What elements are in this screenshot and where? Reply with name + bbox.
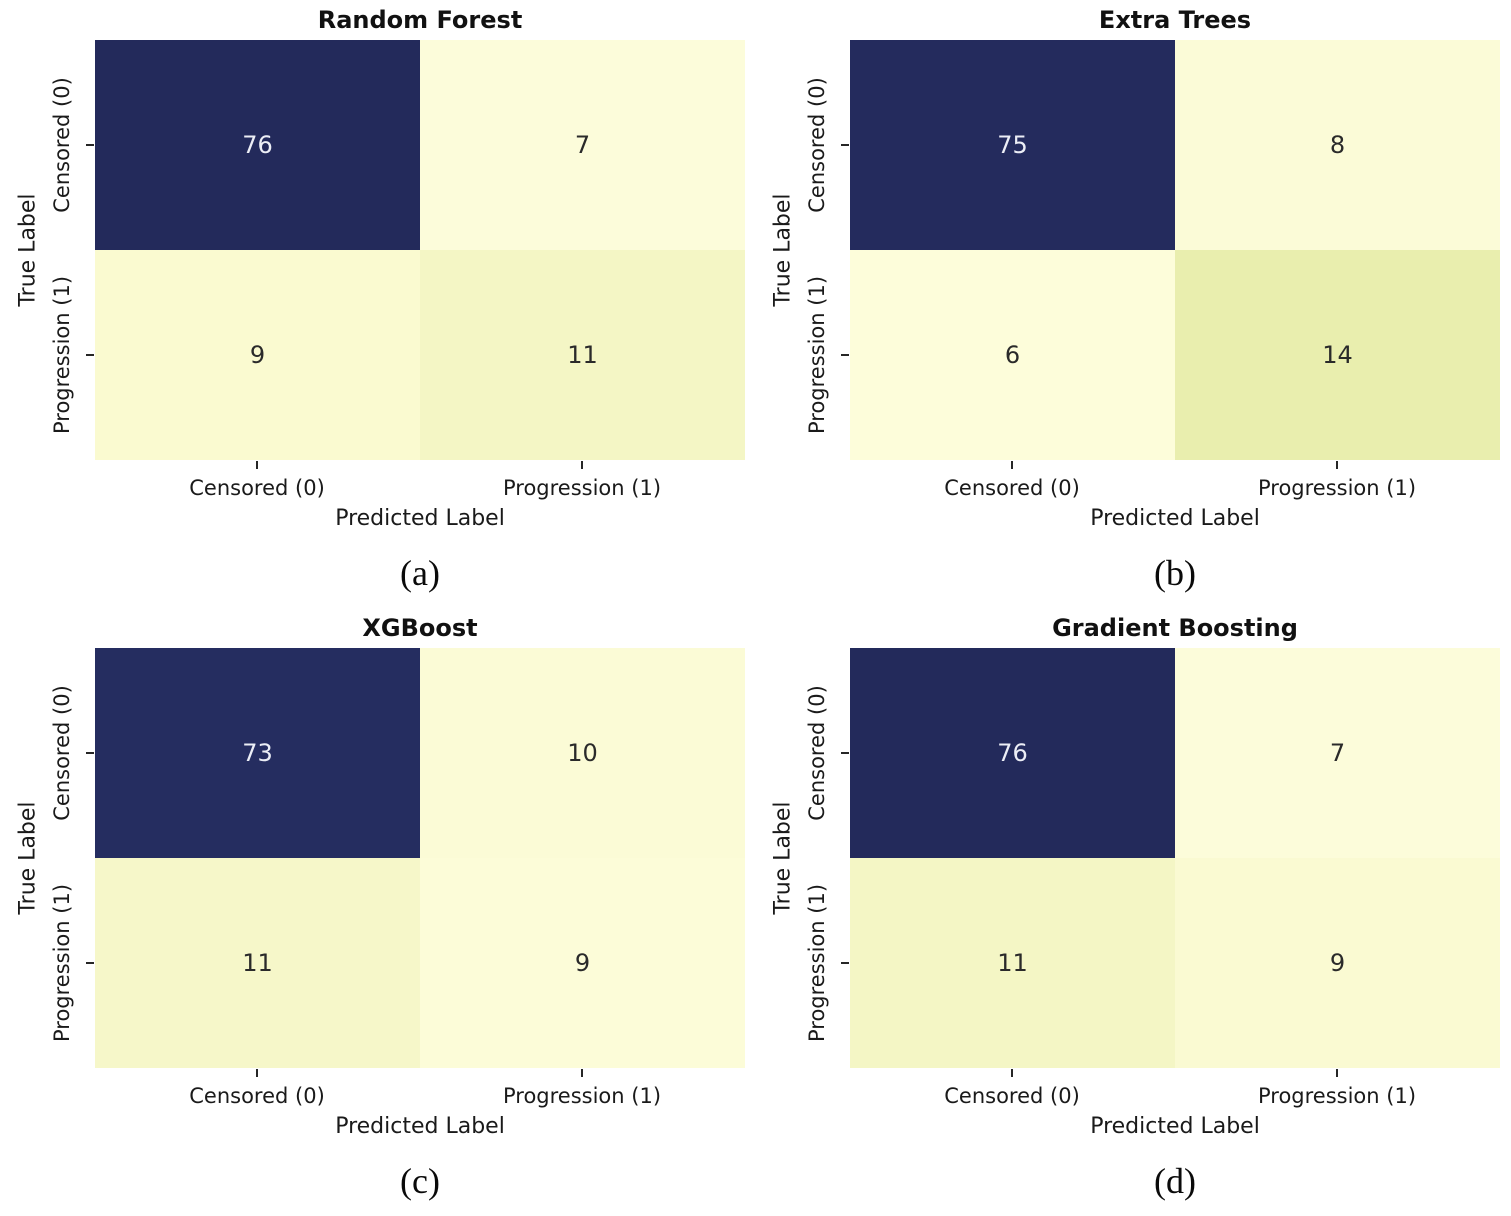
y-tick-label-progression: Progression (1): [805, 883, 829, 1043]
heatmap-plot: 76 7 11 9: [850, 648, 1500, 1068]
x-axis-label: Predicted Label: [335, 506, 505, 531]
y-tick-mark: [841, 962, 849, 964]
y-tick-label-censored: Censored (0): [50, 77, 74, 213]
y-tick-mark: [86, 144, 94, 146]
cell-true-negative: 73: [95, 648, 420, 858]
x-tick-label-progression: Progression (1): [1257, 1084, 1417, 1108]
cell-false-positive: 7: [1175, 648, 1500, 858]
x-tick-mark: [581, 461, 583, 469]
confusion-matrix-panel-d: Gradient Boosting True Label Censored (0…: [755, 608, 1511, 1216]
panel-caption: (a): [400, 553, 440, 593]
cell-true-positive: 9: [420, 858, 745, 1068]
y-tick-label-censored: Censored (0): [805, 77, 829, 213]
panel-title: Extra Trees: [1098, 6, 1252, 34]
y-tick-label-progression: Progression (1): [50, 883, 74, 1043]
panel-title: XGBoost: [362, 614, 478, 642]
y-tick-mark: [86, 752, 94, 754]
panel-caption: (c): [400, 1161, 440, 1201]
y-tick-mark: [841, 752, 849, 754]
confusion-matrix-panel-b: Extra Trees True Label Censored (0) Prog…: [755, 0, 1511, 608]
x-tick-mark: [581, 1069, 583, 1077]
panel-caption: (b): [1154, 553, 1196, 593]
y-tick-mark: [841, 144, 849, 146]
x-tick-mark: [256, 461, 258, 469]
x-tick-mark: [1336, 1069, 1338, 1077]
panel-title: Random Forest: [317, 6, 523, 34]
cell-true-negative: 75: [850, 40, 1175, 250]
x-tick-mark: [1011, 461, 1013, 469]
y-tick-label-progression: Progression (1): [805, 275, 829, 435]
y-tick-mark: [86, 962, 94, 964]
x-axis-label: Predicted Label: [335, 1114, 505, 1139]
y-axis-label: True Label: [770, 801, 796, 915]
cell-false-negative: 11: [95, 858, 420, 1068]
confusion-matrix-panel-a: Random Forest True Label Censored (0) Pr…: [0, 0, 755, 608]
x-tick-mark: [1336, 461, 1338, 469]
cell-false-positive: 8: [1175, 40, 1500, 250]
x-tick-label-censored: Censored (0): [944, 1084, 1080, 1108]
y-tick-label-censored: Censored (0): [805, 685, 829, 821]
x-axis-label: Predicted Label: [1090, 1114, 1260, 1139]
cell-false-positive: 10: [420, 648, 745, 858]
cell-true-positive: 14: [1175, 250, 1500, 460]
cell-true-negative: 76: [95, 40, 420, 250]
x-tick-label-progression: Progression (1): [502, 1084, 662, 1108]
cell-true-positive: 9: [1175, 858, 1500, 1068]
x-axis-label: Predicted Label: [1090, 506, 1260, 531]
cell-false-negative: 6: [850, 250, 1175, 460]
x-tick-label-censored: Censored (0): [944, 476, 1080, 500]
confusion-matrix-panel-c: XGBoost True Label Censored (0) Progress…: [0, 608, 755, 1216]
panel-caption: (d): [1154, 1161, 1196, 1201]
cell-false-positive: 7: [420, 40, 745, 250]
y-axis-label: True Label: [770, 193, 796, 307]
cell-false-negative: 9: [95, 250, 420, 460]
y-axis-label: True Label: [15, 801, 41, 915]
y-axis-label: True Label: [15, 193, 41, 307]
cell-true-negative: 76: [850, 648, 1175, 858]
x-tick-label-censored: Censored (0): [189, 1084, 325, 1108]
cell-true-positive: 11: [420, 250, 745, 460]
panel-title: Gradient Boosting: [1052, 614, 1298, 642]
y-tick-mark: [841, 354, 849, 356]
y-tick-label-progression: Progression (1): [50, 275, 74, 435]
y-tick-label-censored: Censored (0): [50, 685, 74, 821]
x-tick-mark: [256, 1069, 258, 1077]
heatmap-plot: 75 8 6 14: [850, 40, 1500, 460]
heatmap-plot: 73 10 11 9: [95, 648, 745, 1068]
x-tick-mark: [1011, 1069, 1013, 1077]
heatmap-plot: 76 7 9 11: [95, 40, 745, 460]
x-tick-label-progression: Progression (1): [502, 476, 662, 500]
x-tick-label-censored: Censored (0): [189, 476, 325, 500]
y-tick-mark: [86, 354, 94, 356]
cell-false-negative: 11: [850, 858, 1175, 1068]
x-tick-label-progression: Progression (1): [1257, 476, 1417, 500]
